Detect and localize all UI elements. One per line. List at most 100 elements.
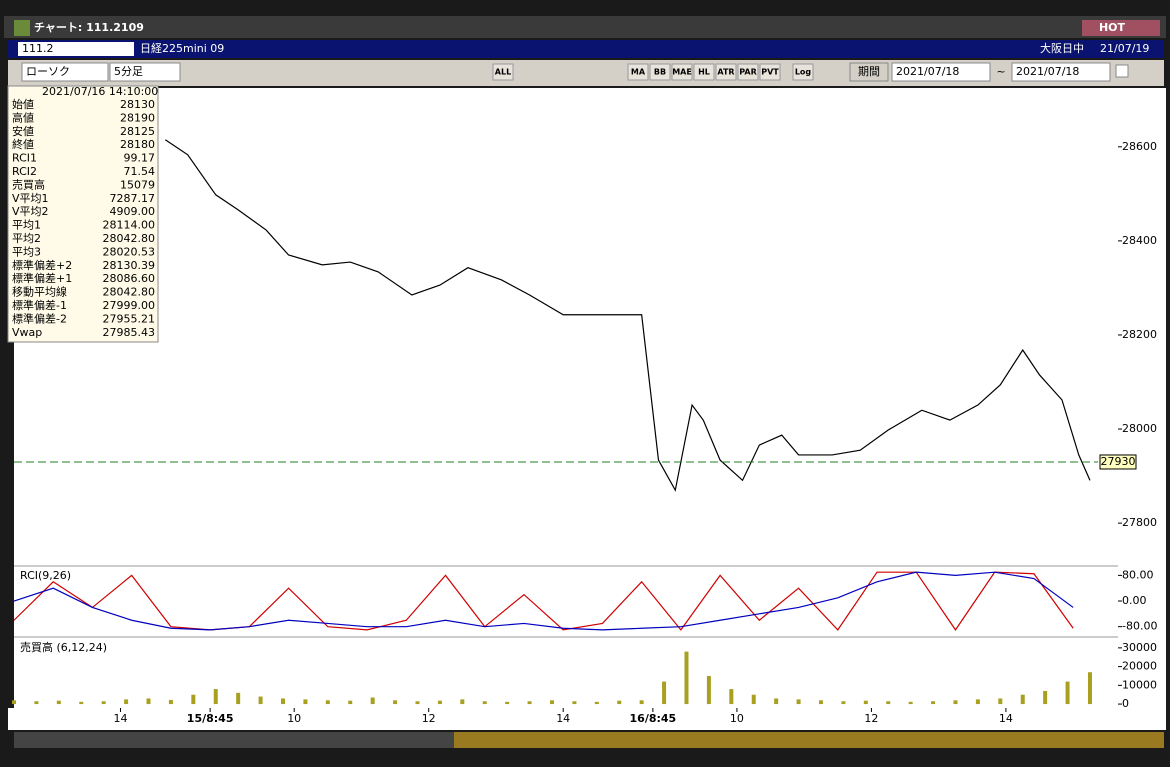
info-value: 15079 [120, 178, 155, 191]
tool-button-label: MA [631, 68, 646, 77]
info-value: 28130 [120, 98, 155, 111]
info-label: 移動平均線 [12, 285, 67, 299]
chart-type-select[interactable] [21, 62, 109, 82]
chart-type: ローソク [26, 65, 70, 78]
volume-bar [639, 700, 644, 705]
volume-bar [460, 699, 465, 705]
interval-select[interactable] [109, 62, 181, 82]
y-tick-label: 20000 [1122, 660, 1157, 673]
volume-bar [146, 698, 151, 705]
volume-bar [527, 701, 532, 705]
volume-bar [549, 700, 554, 705]
date-to-box[interactable] [1011, 62, 1111, 82]
checkbox[interactable] [1115, 64, 1129, 78]
info-label: 終値 [12, 137, 34, 151]
volume-bar [617, 700, 622, 705]
info-value: 28042.80 [103, 232, 156, 245]
info-label: 始値 [12, 97, 34, 111]
hot-button[interactable] [1082, 20, 1160, 36]
info-value: 27955.21 [103, 312, 156, 325]
title-bar [4, 16, 1166, 38]
volume-bar [280, 698, 285, 705]
volume-bar [56, 700, 61, 705]
volume-bar [662, 681, 667, 705]
info-value: 28042.80 [103, 286, 156, 299]
info-value: 28086.60 [103, 272, 156, 285]
info-label: V平均2 [12, 205, 49, 218]
last-price-box [1099, 454, 1137, 470]
info-value: 28114.00 [103, 219, 156, 232]
y-tick-label: 80.00 [1122, 568, 1154, 581]
y-tick-label: 28000 [1122, 422, 1157, 435]
price-line [13, 571, 1074, 631]
volume-bar [975, 699, 980, 705]
date-from: 2021/07/18 [896, 65, 959, 78]
info-label: 高値 [12, 110, 34, 124]
plot-area [14, 88, 1118, 708]
info-value: 27985.43 [103, 326, 156, 339]
volume-bar [1065, 681, 1070, 705]
symbol-select[interactable] [18, 42, 134, 56]
info-value: 28180 [120, 138, 155, 151]
info-label: RCI2 [12, 165, 37, 178]
volume-bar [325, 700, 330, 705]
tool-button[interactable] [792, 63, 814, 81]
info-value: 71.54 [124, 165, 156, 178]
x-tick-label: 10 [287, 712, 301, 725]
info-datetime: 2021/07/16 14:10:00 [42, 85, 158, 98]
info-value: 28125 [120, 125, 155, 138]
info-label: V平均1 [12, 192, 49, 205]
last-price-label: 27930 [1101, 455, 1136, 468]
toolbar [8, 60, 1164, 86]
x-tick-label: 12 [864, 712, 878, 725]
tool-button[interactable] [627, 63, 649, 81]
y-tick-label: 30000 [1122, 641, 1157, 654]
info-label: 標準偏差-2 [12, 311, 67, 325]
volume-bar [931, 701, 936, 705]
period-label: 期間 [858, 65, 880, 78]
volume-bar [729, 689, 734, 705]
axis-area [1118, 88, 1166, 708]
tool-button[interactable] [737, 63, 759, 81]
info-value: 28020.53 [103, 245, 156, 258]
tool-button-label: ATR [717, 68, 734, 77]
tool-button[interactable] [759, 63, 781, 81]
x-tick-label: 14 [113, 712, 127, 725]
tool-button[interactable] [649, 63, 671, 81]
tool-button-label: PVT [761, 68, 779, 77]
volume-bar [908, 701, 913, 705]
tool-button[interactable] [671, 63, 693, 81]
volume-bar [370, 697, 375, 705]
scrollbar-thumb[interactable] [454, 732, 1164, 748]
volume-bar [258, 696, 263, 705]
date-from-box[interactable] [891, 62, 991, 82]
volume-bar [348, 700, 353, 705]
tool-button-label: Log [795, 68, 812, 77]
symbol-bar [8, 40, 1164, 58]
volume-bar [124, 699, 129, 705]
x-tick-label: 15/8:45 [187, 712, 234, 725]
interval: 5分足 [114, 65, 143, 78]
period-button[interactable] [849, 62, 889, 82]
volume-bar [1043, 690, 1048, 705]
tool-button[interactable] [715, 63, 737, 81]
volume-bar [191, 694, 196, 705]
volume-bar [415, 701, 420, 705]
volume-bar [863, 700, 868, 705]
x-tick-label: 16/8:45 [630, 712, 677, 725]
price-line [13, 571, 1074, 631]
tool-button[interactable] [693, 63, 715, 81]
info-label: Vwap [12, 326, 42, 339]
volume-bar [796, 699, 801, 705]
window-title: チャート: 111.2109 [34, 21, 144, 34]
panel-title: 売買高 (6,12,24) [20, 640, 107, 654]
tool-button[interactable] [492, 63, 514, 81]
x-tick-label: 14 [556, 712, 570, 725]
scrollbar-track [14, 732, 454, 748]
info-label: RCI1 [12, 152, 37, 165]
y-tick-label: 28600 [1122, 140, 1157, 153]
date: 21/07/19 [1100, 42, 1149, 55]
info-value: 99.17 [124, 152, 156, 165]
volume-bar [841, 701, 846, 705]
tool-button-label: PAR [739, 68, 756, 77]
